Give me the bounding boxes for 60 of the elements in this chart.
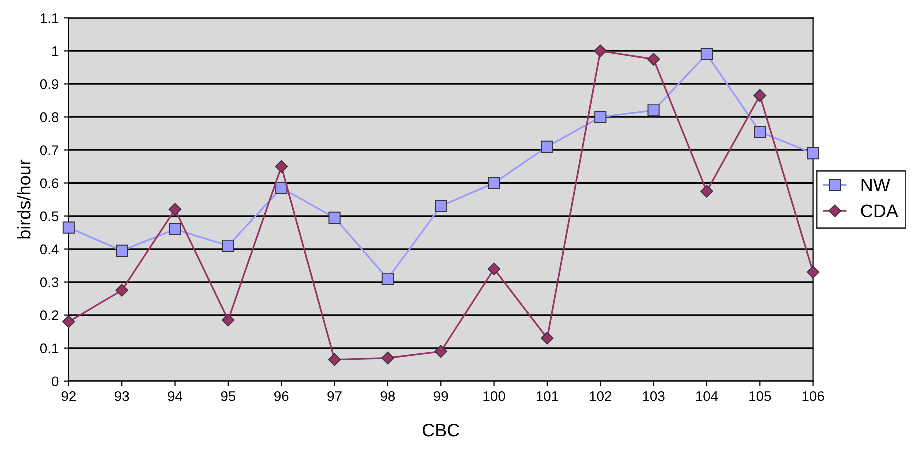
point [434,345,448,358]
point [435,200,448,212]
x-tick-label: 99 [434,391,448,402]
point [275,160,288,174]
point [169,223,182,236]
point [700,185,714,198]
x-tick-label: 102 [590,391,612,402]
point [648,104,660,117]
x-axis-title: CBC [422,424,460,437]
x-tick-label: 93 [115,391,130,402]
point [116,244,128,257]
point [116,284,128,297]
point [62,316,76,328]
x-tick-label: 103 [643,391,665,402]
point [807,147,820,160]
x-tick-label: 101 [536,391,558,402]
point [541,140,554,153]
point [328,354,342,366]
point [647,53,660,66]
point [382,272,394,286]
point [382,352,394,365]
y-tick-label: 0 [52,376,59,387]
x-tick-label: 97 [328,391,342,402]
point [700,48,714,61]
y-tick-label: 0.7 [40,146,59,156]
y-tick-label: 0.4 [40,244,59,254]
point [62,222,75,234]
point [222,314,235,327]
x-tick-label: 95 [221,391,236,402]
point [754,126,766,138]
y-tick-label: 0.9 [40,80,59,90]
y-tick-label: 1 [52,46,59,56]
point [488,262,501,276]
point [594,111,607,124]
point [168,203,182,216]
point [594,44,608,58]
x-tick-label: 94 [168,391,183,402]
point [488,177,500,190]
x-tick-label: 100 [484,391,506,402]
point [541,332,554,345]
y-tick-label: 0.3 [40,278,59,288]
point [328,212,341,224]
x-tick-label: 96 [274,391,289,402]
y-tick-label: 0.2 [40,310,59,320]
y-tick-label: 0.1 [40,344,59,354]
point [754,89,767,102]
point [222,240,234,252]
y-tick-label: 1.1 [40,14,59,24]
y-tick-label: 0.5 [40,212,59,222]
legend-label: CDA [861,204,898,218]
y-tick-label: 0.8 [40,112,59,122]
y-axis-title: birds/hour [18,160,31,239]
x-tick-label: 104 [696,391,718,402]
x-tick-label: 105 [750,391,772,402]
x-tick-label: 106 [802,391,824,402]
point [806,266,820,279]
legend-label: NW [862,179,890,192]
x-tick-label: 98 [380,391,396,402]
y-tick-label: 0.6 [40,178,59,188]
x-tick-label: 92 [62,391,76,402]
